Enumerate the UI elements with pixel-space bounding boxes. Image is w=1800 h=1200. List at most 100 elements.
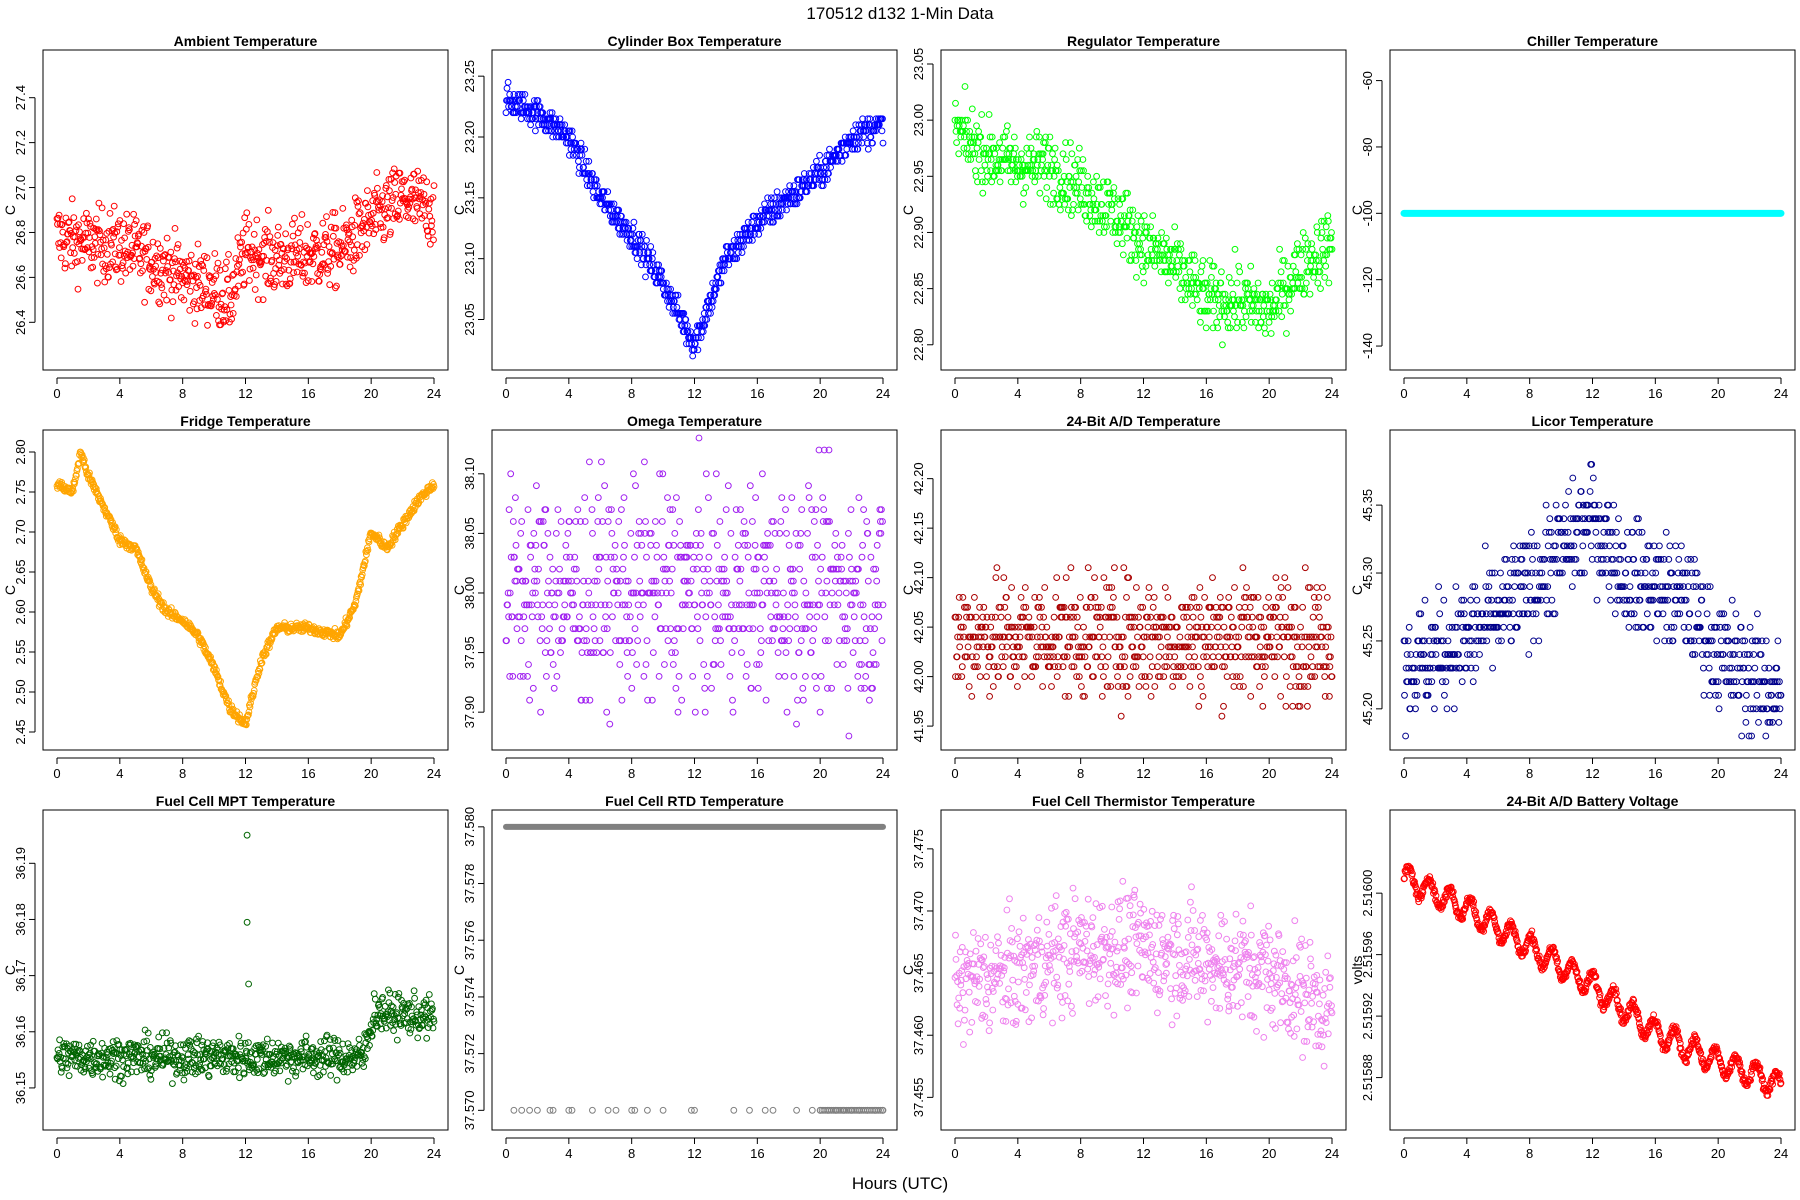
- data-point: [203, 291, 210, 298]
- data-point: [775, 673, 783, 680]
- data-point: [610, 589, 618, 597]
- data-point: [1156, 633, 1163, 641]
- data-point: [1479, 637, 1487, 645]
- data-point: [1102, 663, 1109, 671]
- data-point: [227, 293, 235, 301]
- data-point: [1303, 633, 1311, 641]
- data-point: [296, 225, 304, 232]
- data-point: [617, 637, 625, 645]
- data-point: [1242, 653, 1249, 661]
- data-point: [805, 482, 812, 490]
- data-point: [1575, 501, 1583, 509]
- data-point: [1444, 637, 1452, 645]
- data-point: [267, 274, 274, 282]
- y-tick-label: 2.50: [13, 679, 28, 704]
- data-point: [363, 241, 371, 248]
- data-point: [1313, 584, 1321, 591]
- y-tick-label: 2.55: [13, 639, 28, 664]
- data-point: [1223, 673, 1231, 680]
- data-point: [773, 565, 780, 573]
- data-point: [608, 200, 615, 208]
- data-point: [1163, 663, 1171, 671]
- data-point: [1138, 251, 1146, 259]
- data-point: [1143, 223, 1151, 231]
- x-tick-label: 8: [1077, 386, 1084, 401]
- data-point: [1086, 603, 1094, 611]
- data-point: [822, 589, 830, 597]
- data-point: [1611, 610, 1619, 618]
- data-point: [1193, 603, 1201, 611]
- data-point: [583, 649, 591, 656]
- data-point: [163, 234, 171, 242]
- data-point: [1019, 201, 1027, 208]
- x-tick-label: 12: [1136, 766, 1150, 781]
- data-point: [1569, 474, 1577, 482]
- data-point: [1522, 569, 1529, 577]
- y-tick-label: 42.00: [911, 660, 926, 693]
- data-point: [1224, 318, 1232, 326]
- data-point: [1106, 633, 1114, 641]
- data-point: [1090, 633, 1098, 641]
- data-point: [633, 541, 641, 549]
- data-point: [589, 170, 596, 177]
- data-point: [1085, 643, 1093, 651]
- data-point: [1047, 653, 1054, 661]
- data-point: [623, 613, 630, 621]
- data-point: [69, 487, 77, 495]
- data-point: [1471, 583, 1479, 590]
- data-point: [1306, 584, 1314, 591]
- data-point: [1194, 663, 1202, 671]
- data-point: [427, 195, 435, 203]
- data-point: [1451, 651, 1459, 658]
- data-point: [1402, 732, 1409, 740]
- y-tick-label: 2.45: [13, 719, 28, 744]
- data-point: [955, 594, 963, 601]
- data-point: [964, 603, 971, 611]
- data-point: [1110, 594, 1117, 601]
- data-point: [613, 565, 620, 573]
- data-point: [1524, 569, 1532, 577]
- data-point: [1592, 528, 1600, 536]
- data-point: [552, 577, 560, 585]
- data-point: [647, 243, 655, 250]
- data-point: [601, 482, 608, 490]
- data-point: [819, 518, 827, 525]
- data-point: [1146, 234, 1154, 242]
- x-tick-label: 12: [1585, 386, 1599, 401]
- data-point: [132, 217, 140, 225]
- data-point: [627, 530, 635, 537]
- data-point: [605, 601, 613, 609]
- data-point: [591, 637, 599, 645]
- data-point: [521, 601, 528, 609]
- data-point: [1067, 139, 1074, 147]
- data-point: [1137, 217, 1145, 225]
- data-point: [1054, 663, 1062, 671]
- data-point: [647, 541, 655, 549]
- data-point: [359, 222, 367, 230]
- data-point: [63, 238, 71, 246]
- data-point: [867, 553, 875, 561]
- data-point: [363, 551, 370, 559]
- data-point: [1545, 528, 1553, 536]
- data-point: [642, 273, 649, 281]
- data-point: [112, 263, 120, 271]
- data-point: [1322, 643, 1330, 651]
- data-point: [1135, 683, 1143, 690]
- data-point: [844, 684, 852, 692]
- data-point: [796, 565, 803, 573]
- data-point: [1308, 673, 1316, 680]
- data-point: [1148, 251, 1156, 259]
- data-point: [842, 577, 850, 585]
- data-point: [413, 204, 421, 212]
- data-point: [869, 649, 877, 656]
- data-point: [1567, 515, 1575, 523]
- data-point: [828, 684, 835, 692]
- data-point: [1042, 133, 1050, 141]
- data-point: [1538, 569, 1546, 577]
- data-point: [641, 458, 648, 466]
- data-point: [1581, 569, 1588, 577]
- data-point: [1259, 313, 1267, 321]
- data-point: [380, 234, 388, 242]
